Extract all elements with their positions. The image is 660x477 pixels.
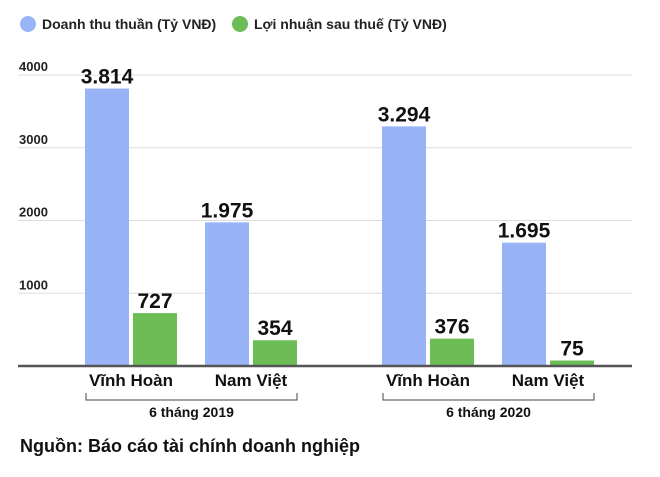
chart: Doanh thu thuần (Tỷ VNĐ) Lợi nhuận sau th… [0,0,660,430]
category-label-g0-c0: Vĩnh Hoàn [89,371,173,390]
bar-g0-c1-s1 [253,340,297,366]
value-label-g1-c0-s0: 3.294 [378,103,431,126]
value-label-g0-c0-s0: 3.814 [81,66,134,89]
category-label-g1-c1: Nam Việt [512,371,585,390]
y-tick-label-2: 3000 [19,132,48,147]
value-label-g0-c1-s0: 1.975 [201,199,254,222]
value-label-g1-c1-s1: 75 [560,338,584,361]
y-tick-label-3: 4000 [19,59,48,74]
legend-swatch-0 [20,16,36,32]
value-label-g1-c0-s1: 376 [434,316,469,339]
bar-g0-c1-s0 [205,222,249,366]
y-tick-label-1: 2000 [19,205,48,220]
group-bracket-0 [86,393,297,400]
category-label-g0-c1: Nam Việt [215,371,288,390]
category-labels: Vĩnh Hoàn Nam Việt Vĩnh Hoàn Nam Việt [89,371,585,390]
group-bracket-1 [383,393,594,400]
y-axis-ticks: 1000 2000 3000 4000 [19,59,48,292]
y-tick-label-0: 1000 [19,277,48,292]
value-label-g0-c1-s1: 354 [257,317,292,340]
legend-label-0: Doanh thu thuần (Tỷ VNĐ) [42,16,216,32]
bar-g1-c1-s0 [502,243,546,366]
value-label-g1-c1-s0: 1.695 [498,220,551,243]
group-label-0: 6 tháng 2019 [149,404,234,420]
bar-g1-c0-s1 [430,339,474,366]
source-note: Nguồn: Báo cáo tài chính doanh nghiệp [20,436,360,457]
group-labels: 6 tháng 2019 6 tháng 2020 [86,393,594,420]
category-label-g1-c0: Vĩnh Hoàn [386,371,470,390]
legend: Doanh thu thuần (Tỷ VNĐ) Lợi nhuận sau th… [20,16,447,32]
bar-g1-c0-s0 [382,126,426,366]
legend-label-1: Lợi nhuận sau thuế (Tỷ VNĐ) [254,16,447,32]
bar-g0-c0-s1 [133,313,177,366]
bar-g0-c0-s0 [85,89,129,366]
legend-swatch-1 [232,16,248,32]
value-label-g0-c0-s1: 727 [137,290,172,313]
group-label-1: 6 tháng 2020 [446,404,531,420]
